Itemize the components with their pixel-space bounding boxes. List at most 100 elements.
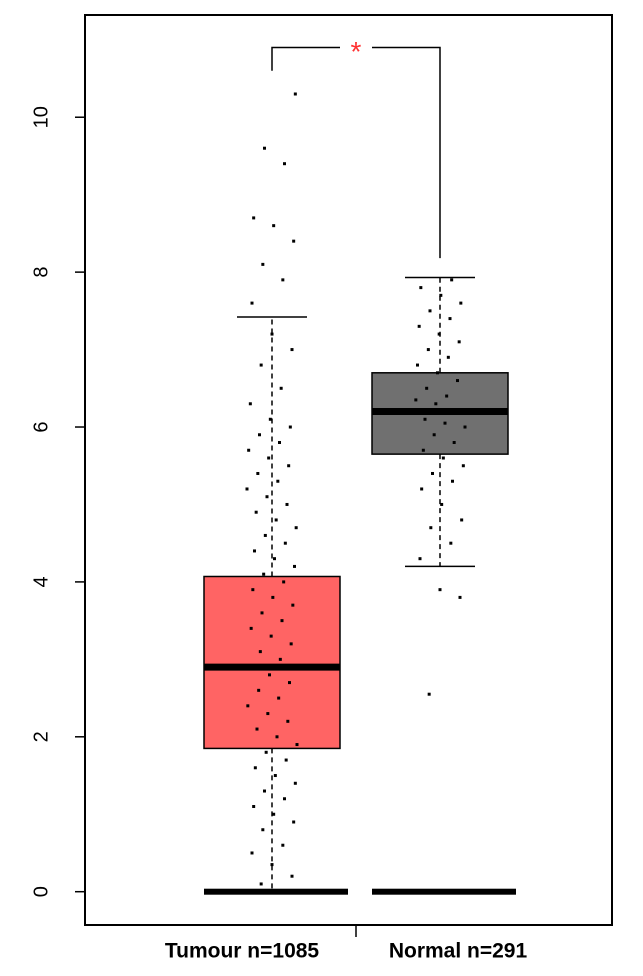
- point: [420, 487, 424, 491]
- point: [254, 510, 258, 514]
- point: [277, 696, 281, 700]
- point: [250, 301, 254, 305]
- y-tick-label: 0: [30, 886, 52, 897]
- significance-label: *: [351, 36, 362, 67]
- point: [276, 888, 288, 895]
- point: [245, 487, 249, 491]
- point: [456, 888, 468, 895]
- y-tick-label: 8: [30, 267, 52, 278]
- point: [228, 888, 240, 895]
- point: [287, 464, 291, 468]
- point: [418, 557, 422, 561]
- point: [451, 479, 454, 483]
- point: [408, 888, 420, 895]
- point: [285, 502, 289, 506]
- point: [263, 533, 267, 537]
- point: [283, 162, 286, 166]
- point: [290, 874, 294, 878]
- y-tick-label: 6: [30, 421, 52, 432]
- point: [463, 425, 467, 429]
- point: [440, 502, 444, 506]
- point: [267, 456, 271, 460]
- point: [288, 888, 300, 895]
- point: [283, 541, 287, 545]
- point: [292, 820, 296, 824]
- point: [253, 549, 256, 553]
- point: [427, 692, 431, 696]
- point: [336, 888, 348, 895]
- point: [258, 650, 262, 654]
- point: [434, 402, 438, 406]
- point: [272, 224, 276, 228]
- point: [281, 278, 285, 282]
- point: [461, 464, 465, 468]
- point: [253, 766, 257, 770]
- point: [290, 348, 294, 352]
- point: [249, 626, 253, 630]
- point: [324, 888, 336, 895]
- point: [426, 348, 430, 352]
- point: [432, 888, 444, 895]
- point: [278, 657, 282, 661]
- point: [259, 363, 263, 367]
- point: [273, 774, 277, 778]
- point: [251, 588, 255, 592]
- x-tick-label: Tumour n=1085: [165, 940, 320, 963]
- point: [431, 471, 434, 475]
- point: [252, 216, 256, 220]
- plot-frame: [84, 14, 613, 926]
- point: [441, 456, 445, 460]
- point: [437, 332, 441, 336]
- point: [458, 595, 462, 599]
- label-bg: [340, 37, 372, 58]
- point: [293, 781, 297, 785]
- point: [270, 863, 274, 867]
- point: [425, 386, 429, 390]
- point: [419, 286, 423, 290]
- point: [204, 888, 216, 895]
- point: [480, 888, 492, 895]
- point: [396, 888, 408, 895]
- point: [289, 642, 293, 646]
- point: [421, 448, 425, 452]
- point: [436, 371, 439, 375]
- point: [449, 541, 453, 545]
- point: [420, 888, 432, 895]
- point: [250, 851, 254, 855]
- point: [274, 518, 278, 522]
- point: [275, 735, 279, 739]
- point: [456, 379, 459, 383]
- point: [216, 888, 228, 895]
- point: [384, 888, 396, 895]
- point: [443, 421, 447, 425]
- point: [429, 526, 433, 530]
- point: [450, 278, 454, 282]
- point: [284, 758, 288, 762]
- point: [423, 417, 427, 421]
- point: [312, 888, 324, 895]
- point: [293, 564, 296, 568]
- y-tick-label: 4: [30, 576, 52, 587]
- point: [439, 293, 443, 297]
- point: [272, 812, 276, 816]
- point: [428, 309, 432, 313]
- point: [278, 441, 281, 445]
- point: [246, 704, 250, 708]
- point: [492, 888, 504, 895]
- point: [248, 402, 252, 406]
- point: [252, 888, 264, 895]
- box: [203, 575, 341, 750]
- point: [268, 673, 271, 677]
- point: [294, 526, 298, 530]
- point: [269, 634, 273, 638]
- point: [288, 681, 291, 685]
- point: [293, 92, 297, 96]
- point: [247, 448, 251, 452]
- point: [291, 603, 295, 607]
- x-tick-label: Normal n=291: [389, 940, 528, 963]
- point: [445, 394, 449, 398]
- point: [286, 719, 290, 723]
- significance-bracket: [271, 46, 441, 259]
- point: [281, 843, 285, 847]
- point: [261, 262, 265, 266]
